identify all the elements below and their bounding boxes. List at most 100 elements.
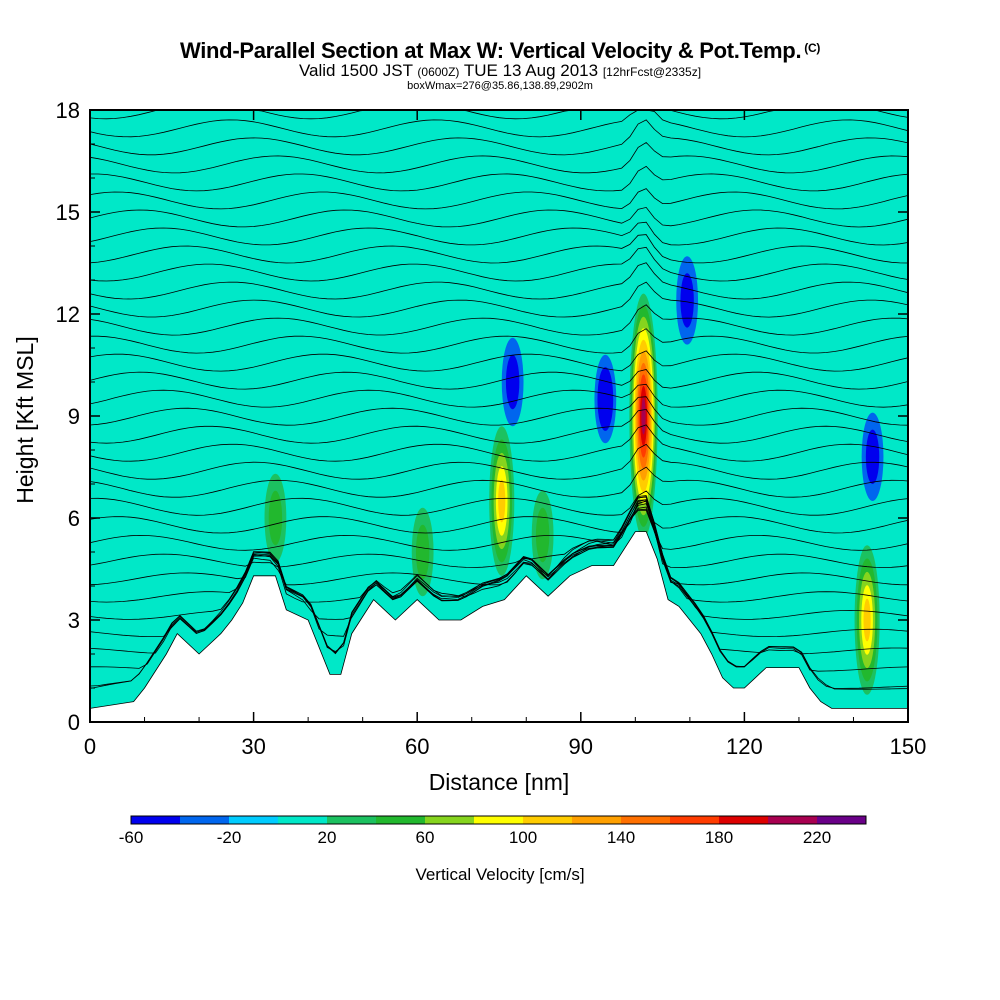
isentrope — [90, 234, 908, 264]
forecast-info: [12hrFcst@2335z] — [602, 65, 702, 79]
velocity-contour — [641, 397, 646, 435]
colorbar-tick-label: 60 — [416, 828, 435, 847]
colorbar-swatch — [229, 816, 279, 824]
velocity-contour — [865, 429, 880, 484]
velocity-cell — [489, 426, 515, 576]
velocity-contour — [268, 490, 283, 546]
colorbar-tick-label: 220 — [803, 828, 831, 847]
y-tick-label: 18 — [56, 98, 80, 123]
isentrope — [90, 408, 908, 444]
isentrope — [90, 141, 908, 174]
isentrope — [90, 506, 908, 672]
title-units: (C) — [804, 41, 821, 55]
velocity-contour — [680, 273, 694, 328]
velocity-contour — [498, 479, 506, 523]
velocity-cell — [861, 412, 884, 501]
y-axis-label: Height [Kft MSL] — [12, 336, 38, 503]
velocity-cell — [676, 256, 699, 345]
x-tick-label: 90 — [569, 734, 593, 759]
y-tick-label: 12 — [56, 302, 80, 327]
colorbar-swatch — [572, 816, 622, 824]
y-tick-label: 6 — [68, 506, 80, 531]
isentrope — [90, 496, 908, 586]
chart-subtitle: Valid 1500 JST (0600Z) TUE 13 Aug 2013 [… — [0, 61, 1000, 80]
x-tick-label: 0 — [84, 734, 96, 759]
isentrope — [90, 499, 908, 638]
isentrope — [90, 369, 908, 390]
colorbar-swatch — [376, 816, 426, 824]
isentrope — [90, 119, 908, 156]
valid-time: Valid 1500 JST — [298, 61, 413, 80]
colorbar-swatch — [523, 816, 573, 824]
isentrope — [90, 350, 908, 372]
colorbar-frame — [130, 815, 867, 825]
isentrope — [90, 466, 908, 498]
isentrope — [90, 110, 908, 138]
isentrope — [90, 188, 908, 210]
velocity-cell — [594, 354, 617, 444]
valid-utc: (0600Z) — [417, 65, 460, 79]
x-tick-label: 30 — [241, 734, 265, 759]
colorbar-swatch — [768, 816, 818, 824]
isentrope — [90, 424, 908, 462]
isentrope — [90, 246, 908, 282]
colorbar-swatch — [621, 816, 671, 824]
box-info: boxWmax=276@35.86,138.89,2902m — [407, 80, 593, 92]
terrain-profile — [90, 531, 908, 722]
velocity-contour — [863, 598, 871, 642]
y-tick-label: 9 — [68, 404, 80, 429]
colorbar-swatch — [180, 816, 230, 824]
isentrope — [90, 500, 908, 534]
chart-title: Wind-Parallel Section at Max W: Vertical… — [179, 38, 821, 63]
isentrope — [90, 443, 908, 480]
velocity-cell — [531, 490, 554, 580]
velocity-cell — [264, 473, 287, 563]
x-tick-label: 120 — [726, 734, 763, 759]
isentrope — [90, 221, 908, 246]
colorbar-tick-label: 100 — [509, 828, 537, 847]
colorbar-swatch — [131, 816, 181, 824]
colorbar-tick-label: 20 — [318, 828, 337, 847]
isentrope — [90, 165, 908, 192]
x-tick-label: 60 — [405, 734, 429, 759]
isentrope — [90, 396, 908, 426]
isentrope — [90, 304, 908, 336]
x-tick-label: 150 — [890, 734, 927, 759]
colorbar-tick-label: 180 — [705, 828, 733, 847]
colorbar-label: Vertical Velocity [cm/s] — [415, 865, 584, 884]
y-tick-label: 3 — [68, 608, 80, 633]
velocity-cell — [501, 337, 524, 427]
colorbar-swatch — [670, 816, 720, 824]
isentrope — [90, 496, 908, 620]
isentrope — [90, 500, 908, 551]
x-axis-label: Distance [nm] — [429, 769, 570, 795]
isentrope — [90, 206, 908, 228]
axes: 0 30 60 90 120 150 0 3 6 9 12 15 18 — [56, 98, 927, 759]
isentrope — [90, 262, 908, 300]
colorbar-swatch — [719, 816, 769, 824]
isentrope — [90, 281, 908, 318]
colorbar-swatch — [817, 816, 867, 824]
colorbar-tick-label: 140 — [607, 828, 635, 847]
colorbar-swatch — [425, 816, 475, 824]
isentrope — [90, 328, 908, 354]
velocity-contour — [505, 354, 520, 410]
colorbar-swatch — [327, 816, 377, 824]
isentrope — [90, 383, 908, 408]
y-tick-label: 0 — [68, 710, 80, 735]
terrain-fill — [90, 531, 908, 722]
title-block: Wind-Parallel Section at Max W: Vertical… — [0, 36, 1000, 93]
isentrope — [90, 499, 908, 569]
colorbar: -60 -20 20 60 100 140 180 220 — [119, 815, 867, 847]
velocity-contour — [415, 524, 430, 580]
colorbar-swatch — [474, 816, 524, 824]
colorbar-tick-label: -60 — [119, 828, 144, 847]
colorbar-tick-label: -20 — [217, 828, 242, 847]
pot-temp-contours — [90, 110, 908, 690]
velocity-contour — [600, 379, 611, 419]
colorbar-swatch — [278, 816, 328, 824]
isentrope — [90, 495, 908, 603]
isentrope — [90, 503, 908, 655]
isentrope — [90, 490, 908, 516]
